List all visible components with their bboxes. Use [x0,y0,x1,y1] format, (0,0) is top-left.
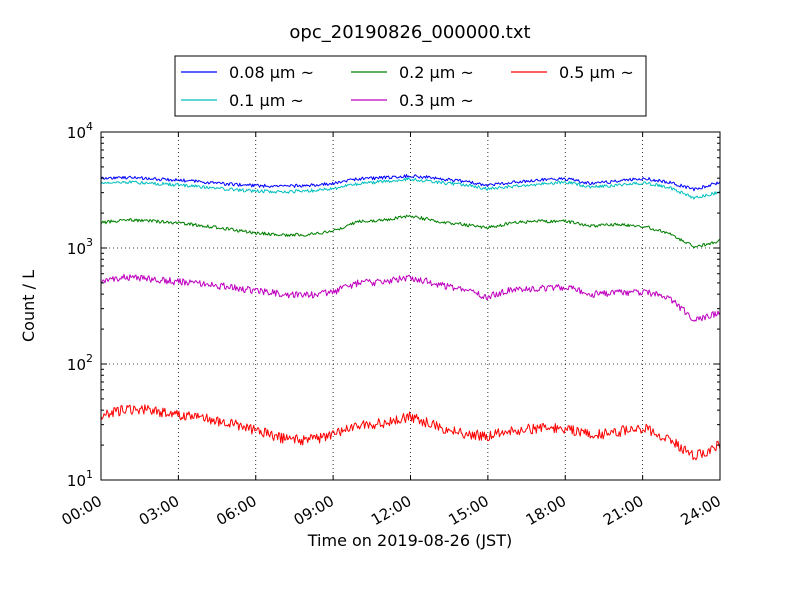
series-line [100,273,721,322]
y-tick-label: 102 [67,352,93,374]
y-tick-label: 101 [67,468,93,490]
legend-box [174,55,647,117]
x-axis-label: Time on 2019-08-26 (JST) [307,531,512,550]
series-line [100,214,720,249]
chart-title: opc_20190826_000000.txt [289,22,530,43]
legend-entry-label: 0.5 μm ~ [559,63,634,82]
legend: 0.08 μm ~ 0.1 μm ~ 0.2 μm ~ 0.3 μm ~ 0.5 μm … [174,55,647,117]
legend-entry-label: 0.2 μm ~ [399,63,474,82]
tick-layer [100,131,721,481]
legend-entry-label: 0.3 μm ~ [399,91,474,110]
legend-items: 0.08 μm ~ 0.1 μm ~ 0.2 μm ~ 0.3 μm ~ 0.5 μm … [181,63,634,110]
series-line [100,404,721,461]
y-tick-label: 104 [67,120,93,142]
y-axis-label: Count / L [19,270,38,342]
y-tick-labels: 101 102 103 104 [67,120,93,490]
y-tick-label: 103 [67,236,93,258]
legend-entry-label: 0.1 μm ~ [229,91,304,110]
series-line [100,177,721,200]
series-line [100,174,721,192]
legend-entry-label: 0.08 μm ~ [229,63,314,82]
series-layer [100,174,721,461]
